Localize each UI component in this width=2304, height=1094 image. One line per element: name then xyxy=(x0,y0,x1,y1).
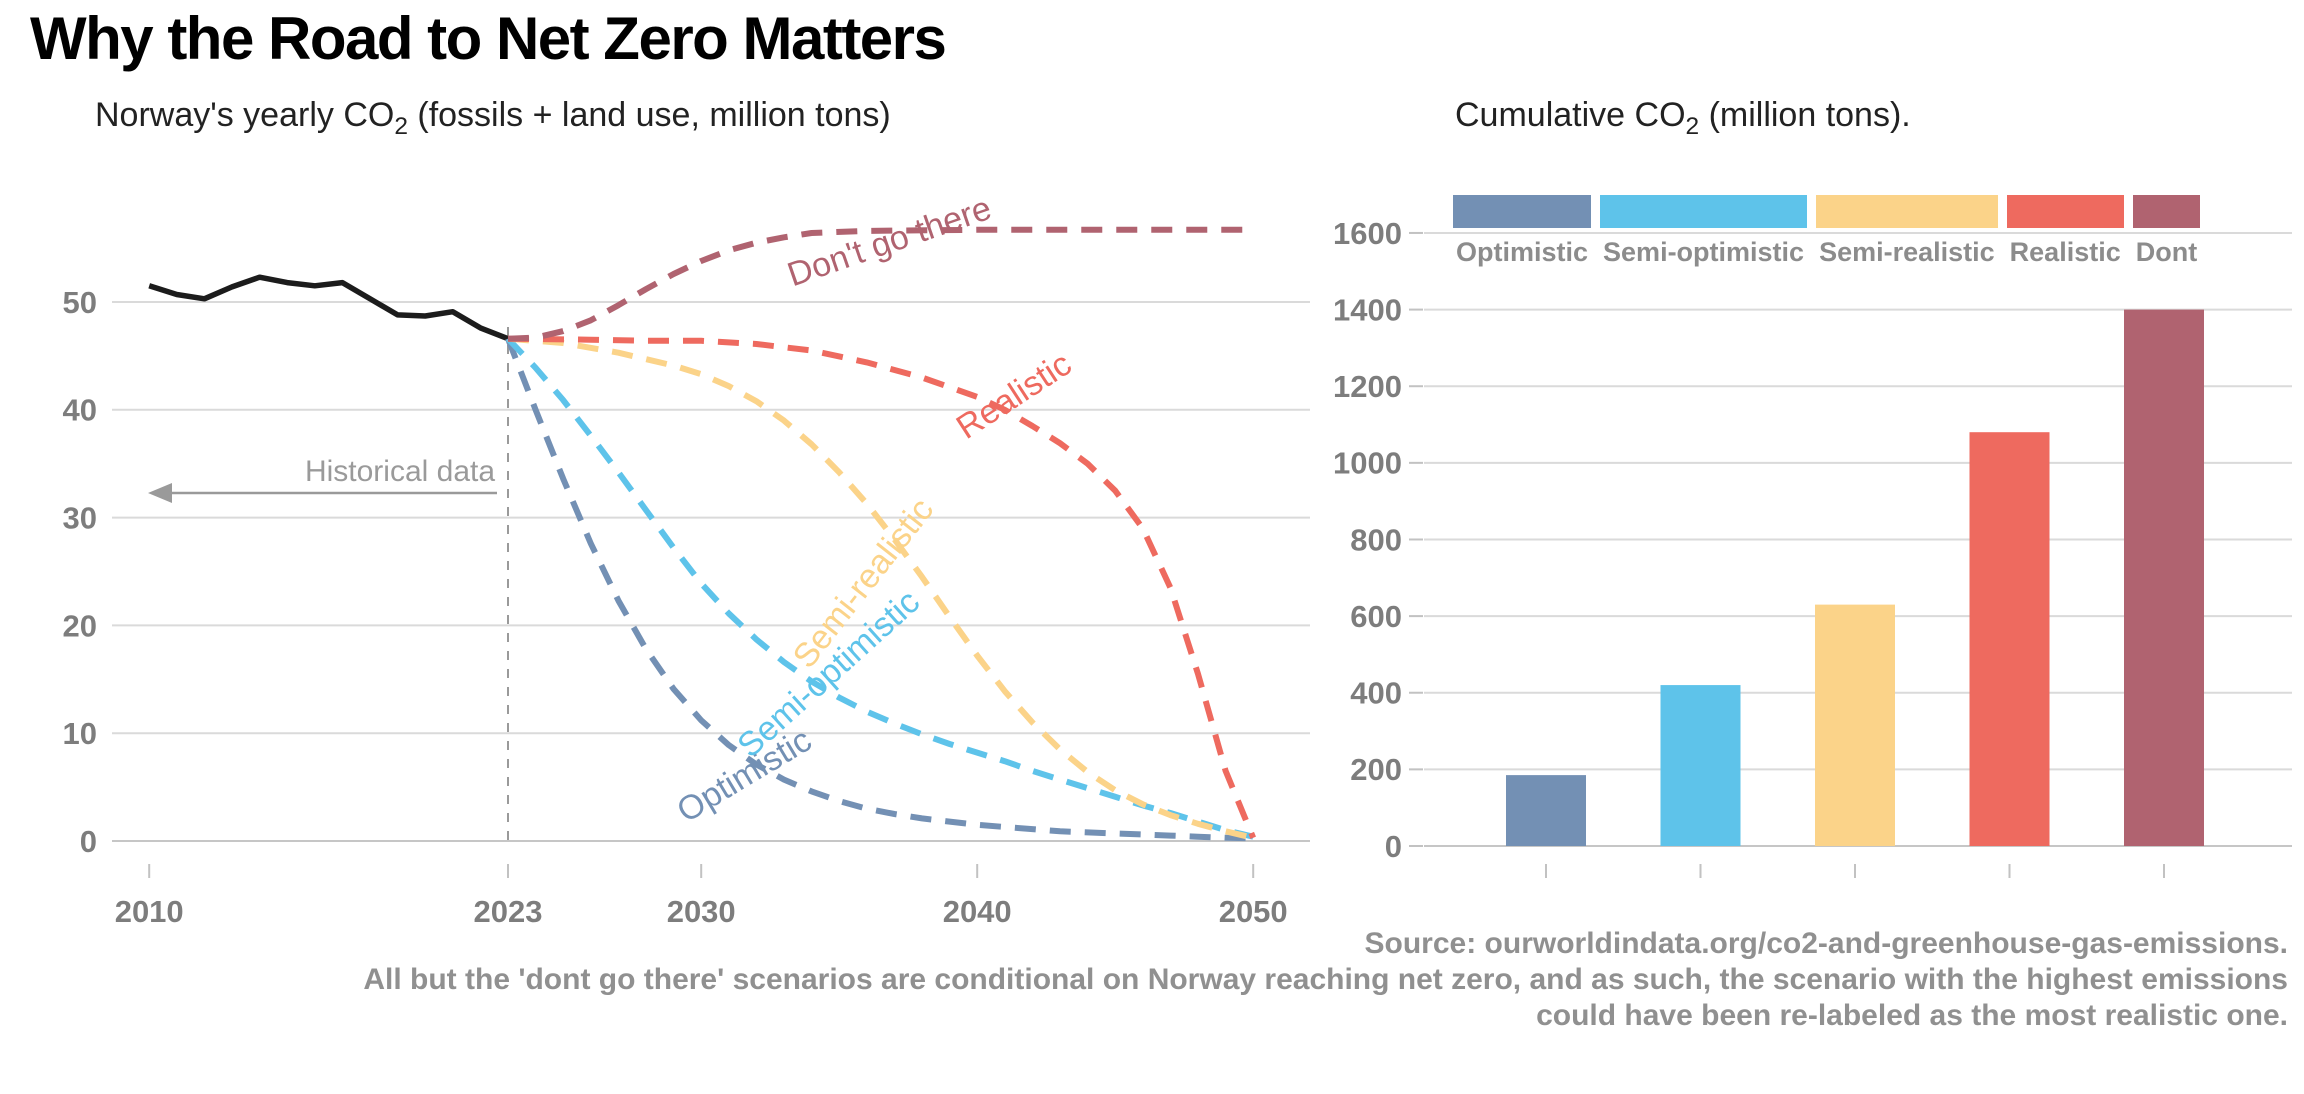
page-title: Why the Road to Net Zero Matters xyxy=(30,5,947,72)
caption-line: could have been re-labeled as the most r… xyxy=(1536,999,2288,1032)
caption-line: All but the 'dont go there' scenarios ar… xyxy=(363,963,2288,996)
bar-optimistic xyxy=(1506,775,1586,846)
legend-item-semi-optimistic: Semi-optimistic xyxy=(1600,195,1808,268)
y-axis-tick-label: 1200 xyxy=(1333,369,1402,404)
y-axis-tick-label: 50 xyxy=(63,285,97,320)
legend-item-dont: Dont xyxy=(2132,195,2201,268)
series-realistic xyxy=(507,335,1256,839)
y-axis-tick-label: 400 xyxy=(1350,676,1402,711)
series-dont xyxy=(507,226,1254,342)
x-axis-tick-label: 2050 xyxy=(1219,894,1288,929)
x-axis-tick-label: 2030 xyxy=(667,894,736,929)
historical-annotation: Historical data xyxy=(148,455,497,503)
legend-swatch-semi-optimistic xyxy=(1600,195,1808,228)
x-axis-tick-label: 2023 xyxy=(474,894,543,929)
y-axis-tick-label: 30 xyxy=(63,500,97,535)
series-semi_realistic xyxy=(507,335,1254,841)
y-axis-tick-label: 600 xyxy=(1350,599,1402,634)
right-chart-title: Cumulative CO2 (million tons). xyxy=(1455,96,1911,141)
legend-swatch-realistic xyxy=(2006,195,2124,228)
left-chart-title: Norway's yearly CO2 (fossils + land use,… xyxy=(95,96,891,141)
series-label-dont: Don't go there xyxy=(783,189,996,294)
legend-label: Realistic xyxy=(2009,237,2121,267)
x-axis-tick-label: 2010 xyxy=(115,894,184,929)
left-chart-title-text: Norway's yearly CO xyxy=(95,96,395,134)
legend-swatch-dont xyxy=(2132,195,2201,228)
series-optimistic xyxy=(505,337,1254,842)
co2-subscript: 2 xyxy=(394,112,408,140)
legend-label: Optimistic xyxy=(1456,237,1589,267)
legend-item-optimistic: Optimistic xyxy=(1453,195,1592,268)
series-semi_optimistic xyxy=(505,336,1254,840)
legend-swatch-semi-realistic xyxy=(1816,195,1998,228)
y-axis-tick-label: 200 xyxy=(1350,752,1402,787)
left-chart-title-units: (fossils + land use, million tons) xyxy=(407,96,891,134)
bar-realistic xyxy=(1969,432,2050,846)
right-chart-title-units: (million tons). xyxy=(1699,96,1911,134)
legend-item-realistic: Realistic xyxy=(2006,195,2124,268)
right-chart-title-text: Cumulative CO xyxy=(1455,96,1686,134)
right-bar-chart: 0 200 400 600 800 1000 1200 1400 1600 xyxy=(1333,216,2292,878)
y-axis-tick-label: 20 xyxy=(63,608,97,643)
caption-line: Source: ourworldindata.org/co2-and-green… xyxy=(1364,927,2288,960)
legend-label: Dont xyxy=(2135,237,2198,267)
legend-label: Semi-optimistic xyxy=(1603,237,1805,267)
y-axis-tick-label: 800 xyxy=(1350,522,1402,557)
bar-dont xyxy=(2124,309,2204,847)
y-axis-tick-label: 1400 xyxy=(1333,292,1402,327)
y-axis-tick-label: 1000 xyxy=(1333,446,1402,481)
legend-item-semi-realistic: Semi-realistic xyxy=(1816,195,1998,268)
historical-annotation-label: Historical data xyxy=(305,455,495,488)
x-axis-tick-label: 2040 xyxy=(943,894,1012,929)
co2-subscript: 2 xyxy=(1685,112,1700,140)
bar-semi-optimistic xyxy=(1660,685,1741,846)
y-axis-tick-label: 0 xyxy=(1385,829,1402,864)
y-axis-tick-label: 1600 xyxy=(1333,216,1402,251)
series-historical xyxy=(148,274,510,342)
legend-label: Semi-realistic xyxy=(1819,237,1995,267)
y-axis-tick-label: 0 xyxy=(80,824,97,859)
legend-swatch-optimistic xyxy=(1453,195,1592,228)
bar-chart-legend: Optimistic Semi-optimistic Semi-realisti… xyxy=(1453,195,2201,268)
source-caption: Source: ourworldindata.org/co2-and-green… xyxy=(363,926,2288,1034)
historical-arrow-head xyxy=(148,483,172,503)
y-axis-tick-label: 10 xyxy=(63,716,97,751)
y-axis-tick-label: 40 xyxy=(63,393,97,428)
bar-semi-realistic xyxy=(1815,604,1895,846)
